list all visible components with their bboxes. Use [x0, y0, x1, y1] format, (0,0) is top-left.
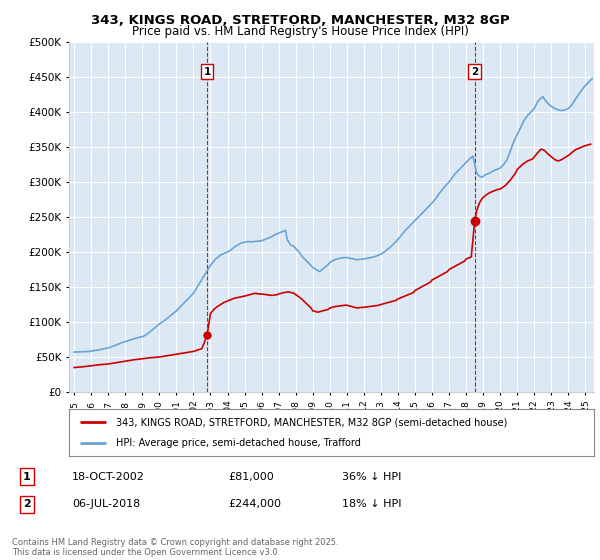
Text: HPI: Average price, semi-detached house, Trafford: HPI: Average price, semi-detached house,…	[116, 438, 361, 448]
Text: 1: 1	[203, 67, 211, 77]
Text: Contains HM Land Registry data © Crown copyright and database right 2025.
This d: Contains HM Land Registry data © Crown c…	[12, 538, 338, 557]
Text: 2: 2	[23, 500, 31, 510]
Text: 1: 1	[23, 472, 31, 482]
Text: 18% ↓ HPI: 18% ↓ HPI	[342, 500, 401, 510]
Text: Price paid vs. HM Land Registry's House Price Index (HPI): Price paid vs. HM Land Registry's House …	[131, 25, 469, 38]
Text: 343, KINGS ROAD, STRETFORD, MANCHESTER, M32 8GP (semi-detached house): 343, KINGS ROAD, STRETFORD, MANCHESTER, …	[116, 417, 508, 427]
Text: 36% ↓ HPI: 36% ↓ HPI	[342, 472, 401, 482]
Text: 06-JUL-2018: 06-JUL-2018	[72, 500, 140, 510]
Text: 18-OCT-2002: 18-OCT-2002	[72, 472, 145, 482]
Text: 2: 2	[471, 67, 478, 77]
Text: 343, KINGS ROAD, STRETFORD, MANCHESTER, M32 8GP: 343, KINGS ROAD, STRETFORD, MANCHESTER, …	[91, 14, 509, 27]
Text: £81,000: £81,000	[228, 472, 274, 482]
Text: £244,000: £244,000	[228, 500, 281, 510]
